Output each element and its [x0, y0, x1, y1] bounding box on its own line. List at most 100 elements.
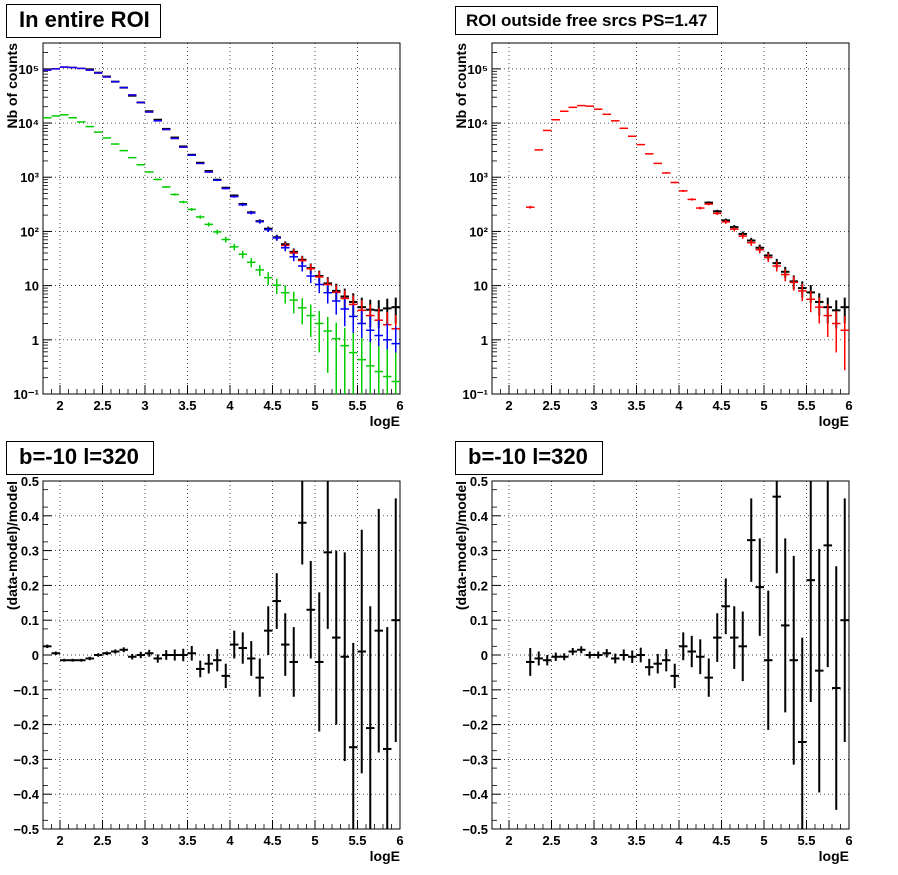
model-blue-cross [289, 253, 298, 262]
x-tick-label: 2.5 [93, 833, 111, 848]
y-tick-label: 10² [20, 224, 39, 239]
residual-cross [196, 660, 205, 678]
model-red-cross [645, 153, 654, 155]
model-red-cross [772, 261, 781, 272]
model-red-cross [730, 227, 739, 232]
y-tick-label: 0.3 [470, 544, 488, 559]
panel-title-roi-outside: ROI outside free srcs PS=1.47 [455, 6, 719, 35]
x-tick-label: 5.5 [797, 833, 815, 848]
model-green-cross [145, 171, 154, 173]
model-red-cross [755, 246, 764, 254]
residual-cross [43, 644, 52, 649]
x-tick-label: 4 [675, 398, 683, 413]
residual-cross [670, 663, 679, 689]
model-green-cross [281, 285, 290, 304]
model-red-cross [823, 304, 832, 338]
residual-cross [77, 658, 86, 662]
residual-cross [332, 550, 341, 725]
residual-cross [94, 653, 103, 657]
model-red-cross [670, 181, 679, 184]
residual-cross [60, 658, 69, 662]
y-axis-title: Nb of counts [4, 43, 20, 129]
x-tick-label: 2 [505, 398, 512, 413]
residual-cross [628, 650, 637, 664]
plot-frame [491, 480, 850, 830]
residual-cross [781, 538, 790, 713]
model-green-cross [289, 291, 298, 314]
x-tick-label: 3.5 [178, 833, 196, 848]
model-green-cross [196, 215, 205, 219]
model-green-cross [238, 250, 247, 259]
model-red-cross [619, 127, 628, 130]
model-red-cross [534, 149, 543, 151]
residual-cross [832, 566, 841, 810]
residual-cross [68, 658, 77, 662]
x-tick-label: 5 [760, 833, 767, 848]
model-red-cross [679, 189, 688, 192]
residual-cross [315, 592, 324, 732]
model-blue-cross [170, 137, 179, 140]
x-tick-label: 4 [675, 833, 683, 848]
residual-cross [611, 653, 620, 664]
y-tick-label: 0.4 [470, 509, 489, 524]
x-tick-label: 6 [396, 398, 403, 413]
data-layer [526, 481, 849, 829]
residual-cross [230, 630, 239, 659]
x-tick-label: 3.5 [178, 398, 196, 413]
y-tick-label: 0 [481, 648, 488, 663]
x-axis-title: logE [370, 413, 400, 429]
model-green-cross [298, 298, 307, 325]
series-model-blue-cross [43, 66, 400, 394]
residual-cross [272, 573, 281, 629]
residual-cross [298, 481, 307, 565]
model-green-cross [162, 186, 171, 188]
residual-cross [289, 627, 298, 697]
model-green-cross [340, 327, 349, 394]
model-blue-cross [272, 235, 281, 241]
series-model-red-cross [526, 104, 849, 371]
residual-cross [755, 538, 764, 636]
model-red-cross [738, 233, 747, 239]
model-green-cross [213, 229, 222, 235]
residual-cross [585, 651, 594, 659]
y-tick-label: −0.2 [13, 718, 39, 733]
model-blue-cross [213, 179, 222, 182]
residual-cross [255, 658, 264, 697]
model-green-cross [272, 278, 281, 294]
model-red-cross [815, 297, 824, 324]
y-tick-label: 0.4 [21, 509, 40, 524]
model-green-cross [136, 163, 145, 166]
residual-cross [85, 656, 94, 661]
y-tick-label: 0.2 [470, 578, 488, 593]
residual-cross [323, 481, 332, 629]
model-green-cross [230, 243, 239, 251]
residual-cross [713, 613, 722, 662]
model-blue-cross [306, 270, 315, 284]
series-model-green-cross [43, 114, 400, 394]
y-tick-label: 0.5 [470, 474, 488, 489]
y-tick-label: 1 [481, 333, 488, 348]
y-tick-label: −0.5 [462, 822, 488, 837]
residual-cross [204, 653, 213, 674]
series-model-red-cross [43, 66, 400, 366]
residual-cross [213, 649, 222, 672]
plot-panel-1: 2 2.5 3 3.5 4 4.5 5 5.5 6 10⁻¹ 1 10 10² 10³ 10⁴ 10⁵ logE… [4, 42, 404, 429]
residual-cross [662, 649, 671, 672]
residual-cross [162, 650, 171, 660]
model-red-cross [789, 276, 798, 291]
data-layer [526, 104, 849, 371]
model-green-cross [306, 304, 315, 338]
y-tick-label: 10⁴ [18, 116, 39, 131]
residual-cross [645, 658, 654, 676]
x-tick-label: 6 [845, 398, 852, 413]
x-tick-label: 5 [311, 833, 318, 848]
residual-cross [738, 611, 747, 682]
model-green-cross [153, 178, 162, 181]
model-green-cross [221, 236, 230, 243]
residual-cross [840, 498, 849, 742]
model-green-cross [315, 310, 324, 353]
model-blue-cross [323, 285, 332, 304]
residual-cross [679, 632, 688, 661]
y-axis-title: Nb of counts [453, 43, 469, 129]
residual-cross [153, 654, 162, 663]
